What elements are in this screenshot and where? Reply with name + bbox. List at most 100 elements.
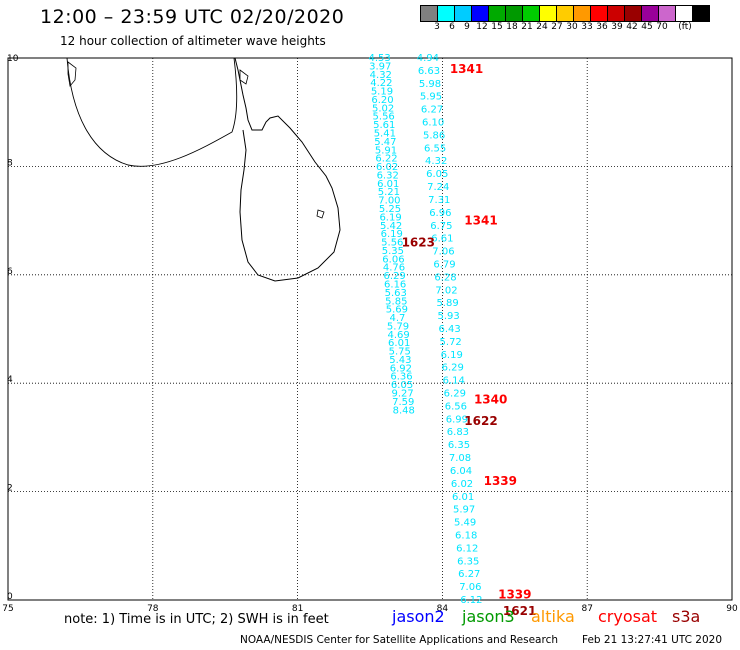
wave-height-label: 8.48 <box>393 405 415 416</box>
wave-height-label: 6.28 <box>434 272 456 283</box>
wave-height-label: 4.32 <box>370 70 392 81</box>
satellite-legend-jason2: jason2 <box>392 607 445 626</box>
wave-height-label: 6.92 <box>390 363 412 374</box>
x-tick-label: 90 <box>726 604 738 614</box>
color-scale-label: 9 <box>464 22 470 32</box>
wave-height-label: 7.06 <box>432 247 454 258</box>
wave-height-label: 5.69 <box>386 305 408 316</box>
wave-height-label: 5.61 <box>373 120 395 131</box>
wave-height-label: 7.31 <box>428 195 450 206</box>
color-scale-label: 18 <box>506 22 518 32</box>
x-tick-label: 87 <box>581 604 592 614</box>
wave-height-label: 6.14 <box>443 376 465 387</box>
wave-height-label: 6.22 <box>375 154 397 165</box>
y-tick-label: 2 <box>7 484 13 494</box>
wave-height-label: 5.86 <box>423 130 445 141</box>
sri-lanka-coastline <box>234 57 341 282</box>
wave-height-label: 3.97 <box>369 61 391 72</box>
wave-height-label: 6.83 <box>447 427 469 438</box>
wave-height-label: 5.41 <box>374 128 396 139</box>
pass-time-label: 1341 <box>450 62 483 76</box>
wave-height-label: 6.99 <box>446 414 468 425</box>
pass-time-label: 1340 <box>474 392 507 406</box>
wave-height-label: 6.29 <box>383 271 405 282</box>
wave-height-label: 6.79 <box>433 259 455 270</box>
color-scale-label: 39 <box>611 22 623 32</box>
satellite-legend-s3a: s3a <box>672 607 701 626</box>
color-scale-label: 24 <box>536 22 548 32</box>
wave-height-label: 6.55 <box>424 143 446 154</box>
wave-height-label: 6.02 <box>451 479 473 490</box>
x-tick-label: 75 <box>2 604 13 614</box>
color-scale-label: 45 <box>641 22 653 32</box>
y-tick-label: 6 <box>7 267 13 277</box>
wave-height-label: 5.02 <box>372 103 394 114</box>
wave-height-label: 6.27 <box>458 569 480 580</box>
wave-height-label: 6.01 <box>388 338 410 349</box>
map-frame <box>7 57 733 601</box>
wave-height-label: 4.76 <box>383 263 405 274</box>
wave-height-label: 7.24 <box>427 182 449 193</box>
wave-height-label: 5.43 <box>389 355 411 366</box>
wave-height-label: 5.56 <box>373 112 395 123</box>
wave-height-label: 5.89 <box>436 298 458 309</box>
wave-height-label: 5.85 <box>385 296 407 307</box>
wave-height-label: 5.56 <box>381 238 403 249</box>
wave-height-label: 6.12 <box>456 543 478 554</box>
color-scale-label: 21 <box>521 22 533 32</box>
pass-time-label: 1339 <box>484 474 517 488</box>
wave-height-label: 4.53 <box>369 53 391 64</box>
wave-height-label: 5.75 <box>389 347 411 358</box>
wave-height-label: 6.01 <box>452 492 474 503</box>
wave-height-label: 6.29 <box>442 363 464 374</box>
color-scale-label: 15 <box>491 22 503 32</box>
wave-height-label: 5.98 <box>419 79 441 90</box>
color-scale-label: 36 <box>596 22 608 32</box>
timestamp: Feb 21 13:27:41 UTC 2020 <box>582 634 722 646</box>
wave-height-label: 4.7 <box>390 313 406 324</box>
wave-height-label: 6.32 <box>377 170 399 181</box>
wave-height-label: 6.29 <box>444 389 466 400</box>
wave-height-label: 5.63 <box>385 288 407 299</box>
color-scale-label: 27 <box>551 22 563 32</box>
wave-height-label: 5.47 <box>374 137 396 148</box>
color-scale-label: 12 <box>476 22 488 32</box>
wave-height-label: 5.49 <box>454 518 476 529</box>
wave-height-label: 6.19 <box>441 350 463 361</box>
color-scale-bar <box>420 5 710 22</box>
wave-height-label: 6.61 <box>431 234 453 245</box>
pass-time-label: 1339 <box>498 588 531 602</box>
island-outline <box>67 61 77 87</box>
satellite-legend-cryosat: cryosat <box>598 607 658 626</box>
color-scale-label: 30 <box>566 22 578 32</box>
wave-height-label: 6.63 <box>418 66 440 77</box>
color-scale-label: 70 <box>656 22 668 32</box>
x-tick-label: 84 <box>437 604 449 614</box>
wave-height-label: 5.91 <box>375 145 397 156</box>
wave-height-label: 4.94 <box>417 53 439 64</box>
y-tick-label: 8 <box>7 158 13 168</box>
wave-height-label: 5.95 <box>420 92 442 103</box>
wave-height-label: 6.05 <box>426 169 448 180</box>
india-coastline <box>66 57 238 167</box>
wave-height-label: 6.43 <box>439 324 461 335</box>
wave-height-label: 6.96 <box>429 208 451 219</box>
color-swatch <box>692 5 710 22</box>
pass-time-label: 1621 <box>503 604 536 618</box>
wave-height-label: 6.04 <box>450 466 472 477</box>
wave-height-label: 6.36 <box>390 372 412 383</box>
wave-height-label: 4.69 <box>387 330 409 341</box>
wave-height-label: 6.16 <box>384 279 406 290</box>
credit-line: NOAA/NESDIS Center for Satellite Applica… <box>240 634 558 646</box>
wave-height-label: 7.02 <box>435 285 457 296</box>
satellite-legend-altika: altika <box>531 607 575 626</box>
wave-height-label: 6.12 <box>460 595 482 606</box>
color-scale-label: 3 <box>434 22 440 32</box>
wave-height-label: 6.35 <box>457 556 479 567</box>
pass-time-label: 1341 <box>464 214 497 228</box>
wave-height-label: 9.27 <box>392 389 414 400</box>
y-tick-label: 4 <box>7 375 13 385</box>
x-tick-label: 81 <box>292 604 303 614</box>
wave-height-label: 5.42 <box>380 221 402 232</box>
wave-height-label: 5.19 <box>371 87 393 98</box>
